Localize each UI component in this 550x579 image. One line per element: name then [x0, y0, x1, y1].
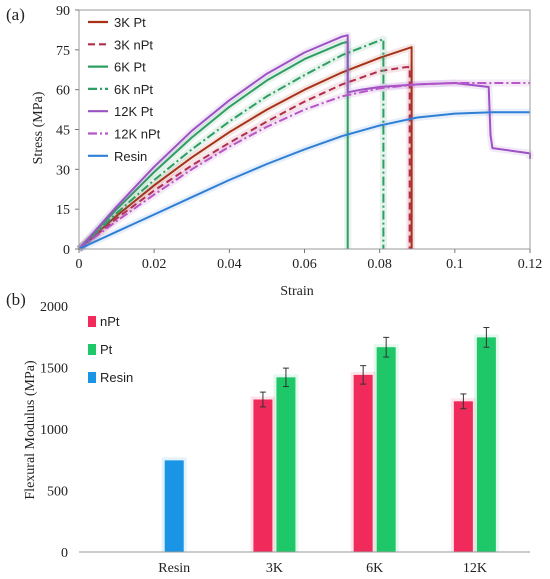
category-label: 6K	[366, 561, 383, 576]
y-tick-label: 45	[56, 124, 70, 139]
x-tick-label: 0.04	[217, 257, 242, 272]
x-tick-label: 0.06	[292, 257, 317, 272]
bar	[376, 347, 396, 552]
x-tick-label: 0.12	[518, 257, 543, 272]
legend-swatch	[88, 372, 96, 383]
x-tick-label: 0.1	[446, 257, 464, 272]
stress-strain-chart: (a) 0 0.02 0.04 0.06 0.08 0.1 0.12 0 15 30 45 60 75 9…	[6, 4, 542, 299]
stress-strain-axes: 0 0.02 0.04 0.06 0.08 0.1 0.12 0 15 30 45 60 75 90	[56, 4, 542, 272]
category-label: 12K	[463, 561, 487, 576]
legend-label: 3K Pt	[114, 15, 146, 30]
category-label: Resin	[158, 561, 190, 576]
x-axis-title: Strain	[280, 284, 313, 299]
legend-label: Resin	[100, 370, 133, 385]
x-tick-label: 0.02	[142, 257, 167, 272]
legend-label: 6K Pt	[114, 60, 146, 75]
y-tick-label: 90	[56, 4, 70, 19]
series-line	[78, 40, 349, 250]
y-tick-label: 500	[47, 485, 68, 500]
legend-label: nPt	[100, 314, 120, 329]
bar	[253, 399, 273, 552]
stress-strain-series	[76, 31, 534, 253]
y-tick-label: 15	[56, 203, 70, 218]
flexural-modulus-chart: (b) 0 500 1000 1500 2000 Resin 3K 6K 12K Flexura…	[6, 290, 530, 576]
y-tick-label: 1000	[40, 423, 68, 438]
bar	[353, 374, 373, 552]
flexural-modulus-legend: nPt Pt Resin	[88, 314, 133, 385]
legend-label: Resin	[114, 149, 147, 164]
series-line	[78, 46, 413, 250]
legend-label: 12K Pt	[114, 104, 153, 119]
y-tick-label: 0	[63, 243, 70, 258]
legend-label: 12K nPt	[114, 127, 161, 142]
stress-strain-legend: 3K Pt 3K nPt 6K Pt 6K nPt 12K Pt 12K nPt Resin	[88, 15, 161, 164]
y-axis-title: Stress (MPa)	[31, 91, 46, 164]
legend-swatch	[88, 316, 96, 327]
series-line	[78, 34, 531, 250]
panel-b-label: (b)	[6, 290, 26, 309]
y-axis-title-b: Flexural Modulus (MPa)	[23, 360, 38, 500]
x-tick-label: 0	[76, 257, 83, 272]
legend-label: 6K nPt	[114, 82, 153, 97]
y-tick-label: 75	[56, 44, 70, 59]
series-line	[78, 38, 385, 250]
bar	[164, 460, 184, 552]
series-line	[78, 66, 411, 250]
y-tick-label: 30	[56, 163, 70, 178]
legend-label: Pt	[100, 342, 113, 357]
x-tick-label: 0.08	[367, 257, 392, 272]
y-tick-label: 60	[56, 84, 70, 99]
series-line	[78, 111, 530, 250]
legend-swatch	[88, 344, 96, 355]
flexural-modulus-bars	[161, 327, 499, 552]
flexural-modulus-axes: 0 500 1000 1500 2000 Resin 3K 6K 12K	[40, 300, 530, 576]
category-label: 3K	[266, 561, 283, 576]
bar	[276, 377, 296, 552]
series-line	[78, 82, 530, 250]
y-tick-label: 2000	[40, 300, 68, 315]
legend-label: 3K nPt	[114, 37, 153, 52]
bar	[453, 401, 473, 552]
y-tick-label: 0	[61, 546, 68, 561]
bar	[476, 337, 496, 552]
panel-a-label: (a)	[6, 5, 25, 24]
y-tick-label: 1500	[40, 362, 68, 377]
